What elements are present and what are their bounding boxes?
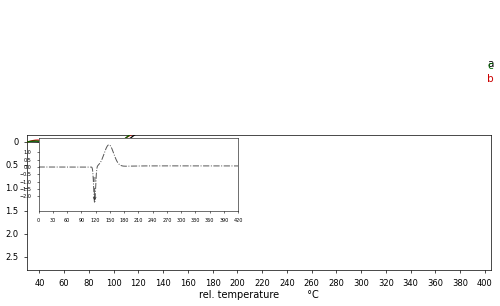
X-axis label: rel. temperature         °C: rel. temperature °C: [199, 290, 319, 300]
Text: c: c: [487, 61, 493, 71]
Text: b: b: [487, 74, 494, 84]
Text: a: a: [487, 59, 494, 69]
